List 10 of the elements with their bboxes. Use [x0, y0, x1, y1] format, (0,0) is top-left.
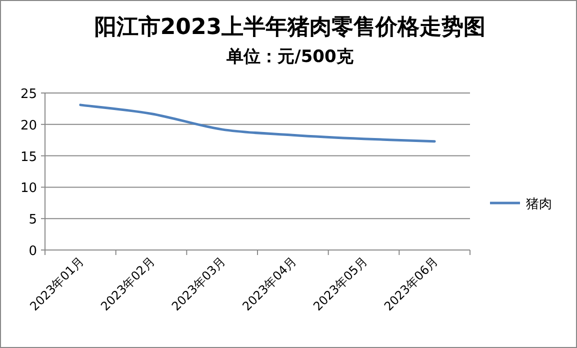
legend-label: 猪肉 [526, 197, 552, 212]
y-tick-label: 20 [20, 118, 37, 134]
y-tick-label: 5 [28, 212, 37, 228]
chart-title: 阳江市2023上半年猪肉零售价格走势图 [94, 14, 486, 40]
y-tick-label: 10 [20, 181, 37, 196]
y-tick-label: 25 [20, 87, 37, 102]
line-series [79, 104, 436, 143]
chart-subtitle: 单位：元/500克 [226, 47, 354, 67]
y-tick-label: 0 [28, 244, 37, 259]
y-tick-label: 15 [20, 150, 37, 165]
